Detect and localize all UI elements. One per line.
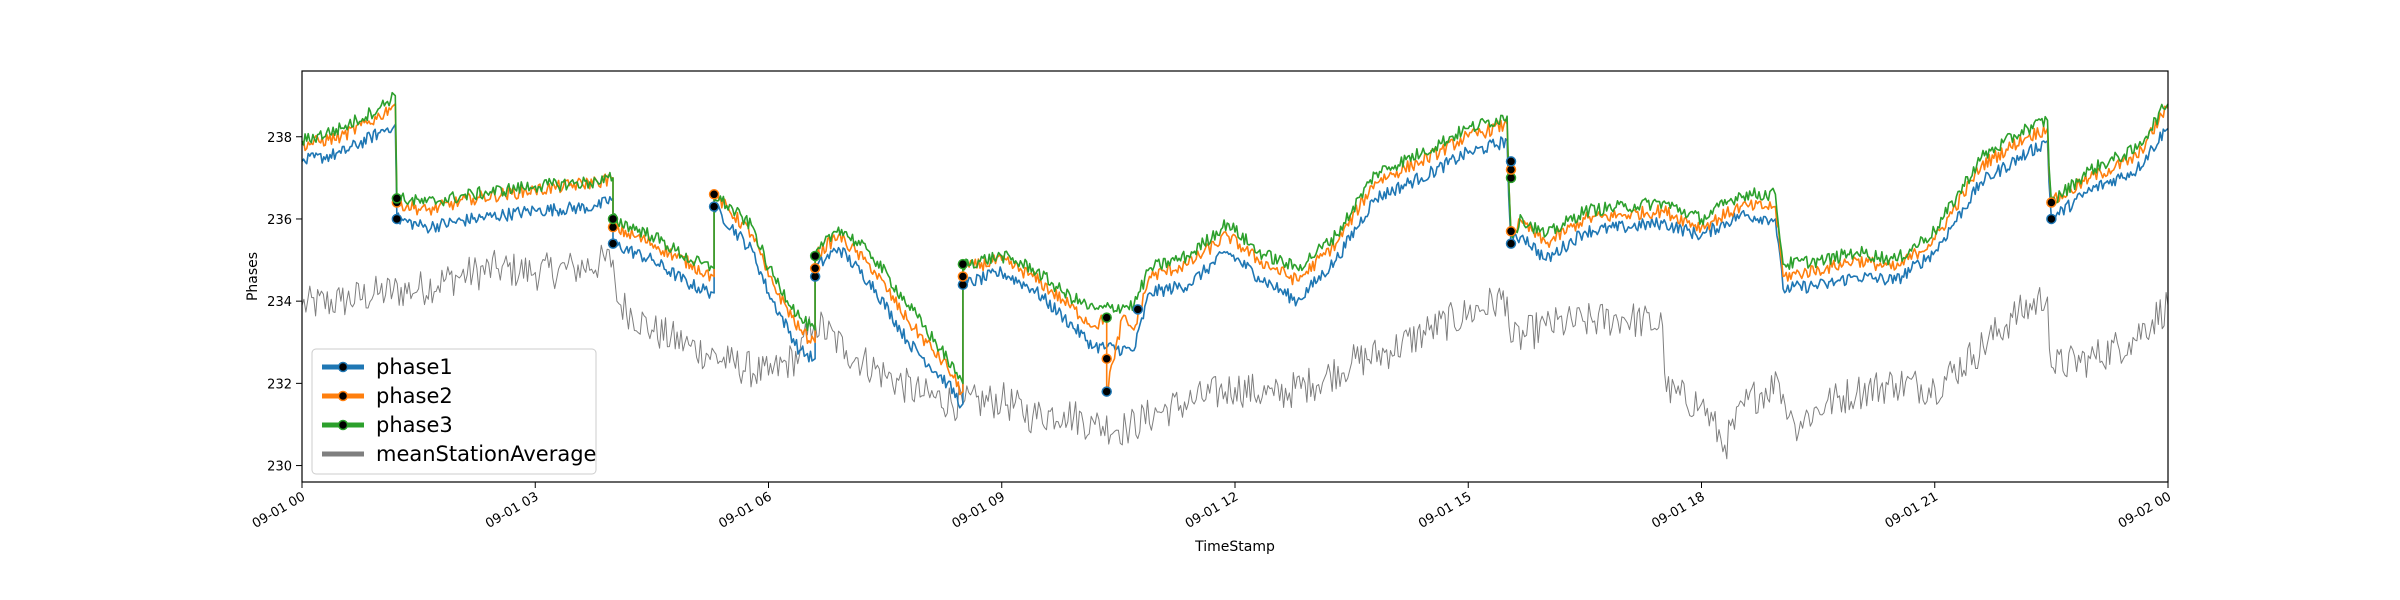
event-marker-point — [957, 271, 969, 282]
legend-marker-phase2 — [337, 390, 349, 402]
event-marker-point — [708, 189, 720, 200]
legend: phase1 phase2 phase3 meanStationAverage — [311, 348, 597, 475]
y-tick-label: 236 — [267, 213, 292, 228]
event-marker-point — [1101, 353, 1112, 364]
legend-marker-phase3 — [337, 419, 349, 431]
x-tick-label: 09-01 00 — [250, 489, 308, 531]
x-tick-label: 09-01 15 — [1416, 489, 1474, 531]
x-tick-label: 09-01 18 — [1649, 489, 1707, 531]
y-tick-label: 232 — [267, 377, 292, 392]
x-tick-label: 09-02 00 — [2116, 489, 2174, 531]
y-tick-layer: 230 232 234 236 238 — [267, 131, 302, 475]
event-marker-point — [607, 238, 619, 249]
event-marker-point — [391, 193, 403, 204]
legend-marker-phase1 — [337, 361, 349, 373]
event-marker-point — [1101, 386, 1112, 397]
legend-label-phase3: phase3 — [376, 413, 453, 437]
legend-label-phase1: phase1 — [376, 355, 453, 379]
event-marker-point — [809, 250, 821, 262]
event-marker-point — [2046, 197, 2057, 208]
event-marker-point — [809, 263, 821, 274]
event-marker-point — [1505, 226, 1517, 237]
event-marker-point — [1132, 304, 1144, 315]
y-tick-label: 230 — [267, 460, 292, 475]
y-axis-title: Phases — [245, 252, 261, 301]
event-marker-point — [391, 213, 403, 225]
event-marker-point — [708, 201, 720, 212]
legend-box — [311, 348, 597, 475]
event-marker-point — [957, 258, 969, 270]
series-line-phase3 — [301, 91, 2169, 385]
x-tick-label: 09-01 12 — [1183, 489, 1241, 531]
x-axis-title: TimeStamp — [1194, 539, 1275, 555]
y-tick-label: 234 — [267, 295, 292, 310]
event-marker-point — [607, 213, 619, 225]
x-tick-label: 09-01 03 — [483, 489, 541, 531]
event-marker-point — [2046, 213, 2057, 225]
event-marker-point — [1505, 238, 1517, 249]
event-marker-layer — [391, 156, 2057, 397]
x-tick-layer: 09-01 00 09-01 03 09-01 06 09-01 09 09-01 12… — [250, 482, 2174, 532]
x-tick-label: 09-01 06 — [716, 489, 774, 531]
x-tick-label: 09-01 21 — [1883, 489, 1941, 531]
legend-label-meanstationaverage: meanStationAverage — [376, 442, 596, 466]
event-marker-point — [1505, 156, 1517, 167]
series-line-meanstationaverage — [301, 244, 2169, 460]
legend-label-phase2: phase2 — [376, 384, 453, 408]
y-tick-label: 238 — [267, 131, 292, 146]
event-marker-point — [1101, 312, 1112, 323]
x-tick-label: 09-01 09 — [950, 489, 1008, 531]
